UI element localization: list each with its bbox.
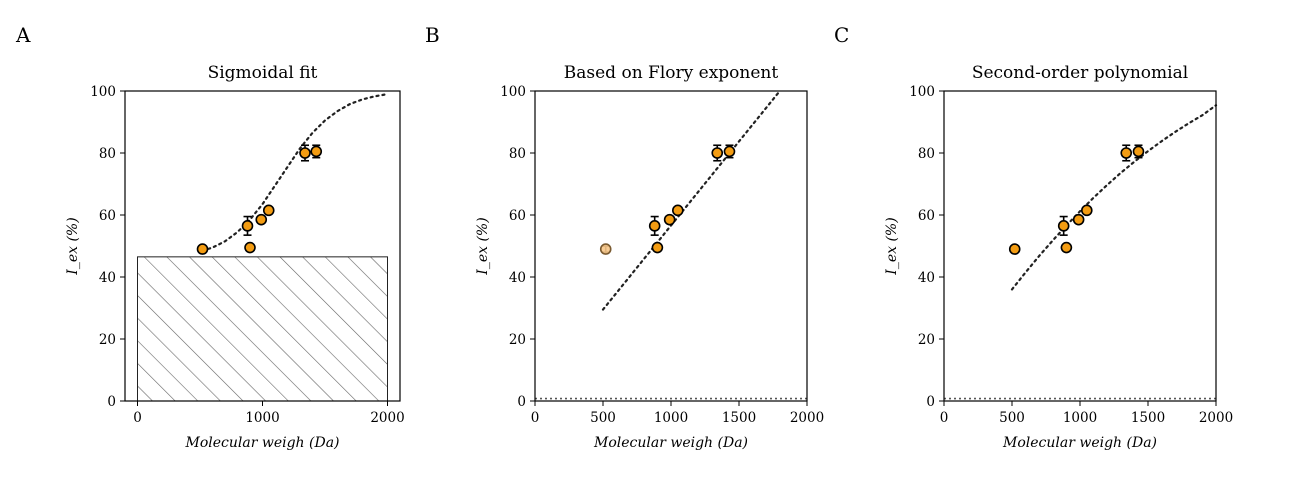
y-tick-label: 0 xyxy=(926,394,935,410)
hatched-region xyxy=(137,256,388,402)
axes-frame xyxy=(534,90,808,402)
y-tick-label: 0 xyxy=(107,394,116,410)
chart-panel-a: A Sigmoidal fit 0 1000 2000 0 20 40 60 80 100 Molec… xyxy=(15,23,405,451)
y-tick-label: 80 xyxy=(918,146,935,162)
chart-title: Second-order polynomial xyxy=(972,63,1188,83)
x-tick-label: 1000 xyxy=(654,410,688,426)
axes-frame xyxy=(943,90,1217,402)
y-tick-label: 60 xyxy=(99,208,116,224)
x-axis-label: Molecular weigh (Da) xyxy=(1002,435,1157,451)
x-tick-label: 1500 xyxy=(722,410,756,426)
data-point xyxy=(1060,241,1073,254)
data-point xyxy=(241,220,254,232)
y-tick-label: 20 xyxy=(99,332,116,348)
x-tick-label: 1500 xyxy=(1131,410,1165,426)
data-point xyxy=(651,241,664,254)
data-point xyxy=(711,147,724,159)
y-tick-label: 60 xyxy=(509,208,526,224)
y-tick-label: 100 xyxy=(90,84,116,100)
data-point xyxy=(299,147,311,159)
data-point xyxy=(1008,243,1021,255)
y-tick-label: 40 xyxy=(509,270,526,286)
y-tick-label: 100 xyxy=(909,84,935,100)
y-tick-label: 40 xyxy=(99,270,116,286)
y-tick-label: 20 xyxy=(509,332,526,348)
data-point xyxy=(196,243,209,255)
chart-title: Sigmoidal fit xyxy=(208,63,318,83)
x-tick-label: 1000 xyxy=(1063,410,1097,426)
x-tick-label: 500 xyxy=(590,410,616,426)
data-point xyxy=(663,213,676,226)
x-tick-label: 500 xyxy=(999,410,1025,426)
x-tick-label: 2000 xyxy=(370,410,404,426)
x-tick-label: 0 xyxy=(531,410,540,426)
data-point xyxy=(244,241,256,254)
outlier-point xyxy=(599,243,612,255)
y-tick-label: 0 xyxy=(517,394,526,410)
data-point xyxy=(1132,145,1145,158)
panel-letter: C xyxy=(834,23,849,47)
x-tick-label: 0 xyxy=(133,410,142,426)
panel-letter: B xyxy=(425,23,440,47)
panel-letter: A xyxy=(15,23,31,47)
data-point xyxy=(723,145,736,158)
fit-curve xyxy=(1010,104,1218,291)
x-tick-label: 0 xyxy=(940,410,949,426)
x-axis-label: Molecular weigh (Da) xyxy=(593,435,748,451)
x-axis-label: Molecular weigh (Da) xyxy=(184,435,339,451)
y-axis-label: I_ex (%) xyxy=(884,217,900,275)
chart-title: Based on Flory exponent xyxy=(564,63,779,83)
y-tick-label: 20 xyxy=(918,332,935,348)
data-point xyxy=(255,213,268,226)
y-tick-label: 80 xyxy=(509,146,526,162)
fit-curve xyxy=(601,89,781,311)
y-axis-label: I_ex (%) xyxy=(475,217,491,275)
y-tick-label: 80 xyxy=(99,146,116,162)
x-tick-label: 2000 xyxy=(790,410,824,426)
fit-curve xyxy=(201,92,389,252)
data-point xyxy=(1120,147,1133,159)
data-point xyxy=(671,204,684,217)
y-tick-label: 60 xyxy=(918,208,935,224)
y-tick-label: 40 xyxy=(918,270,935,286)
x-tick-label: 1000 xyxy=(245,410,279,426)
x-tick-label: 2000 xyxy=(1199,410,1233,426)
data-point xyxy=(310,145,323,158)
y-tick-label: 100 xyxy=(500,84,526,100)
data-point xyxy=(1081,204,1093,217)
data-point xyxy=(1057,220,1070,232)
data-point xyxy=(1072,213,1085,226)
data-point xyxy=(262,204,275,217)
data-point xyxy=(648,220,661,232)
y-axis-label: I_ex (%) xyxy=(65,217,81,275)
